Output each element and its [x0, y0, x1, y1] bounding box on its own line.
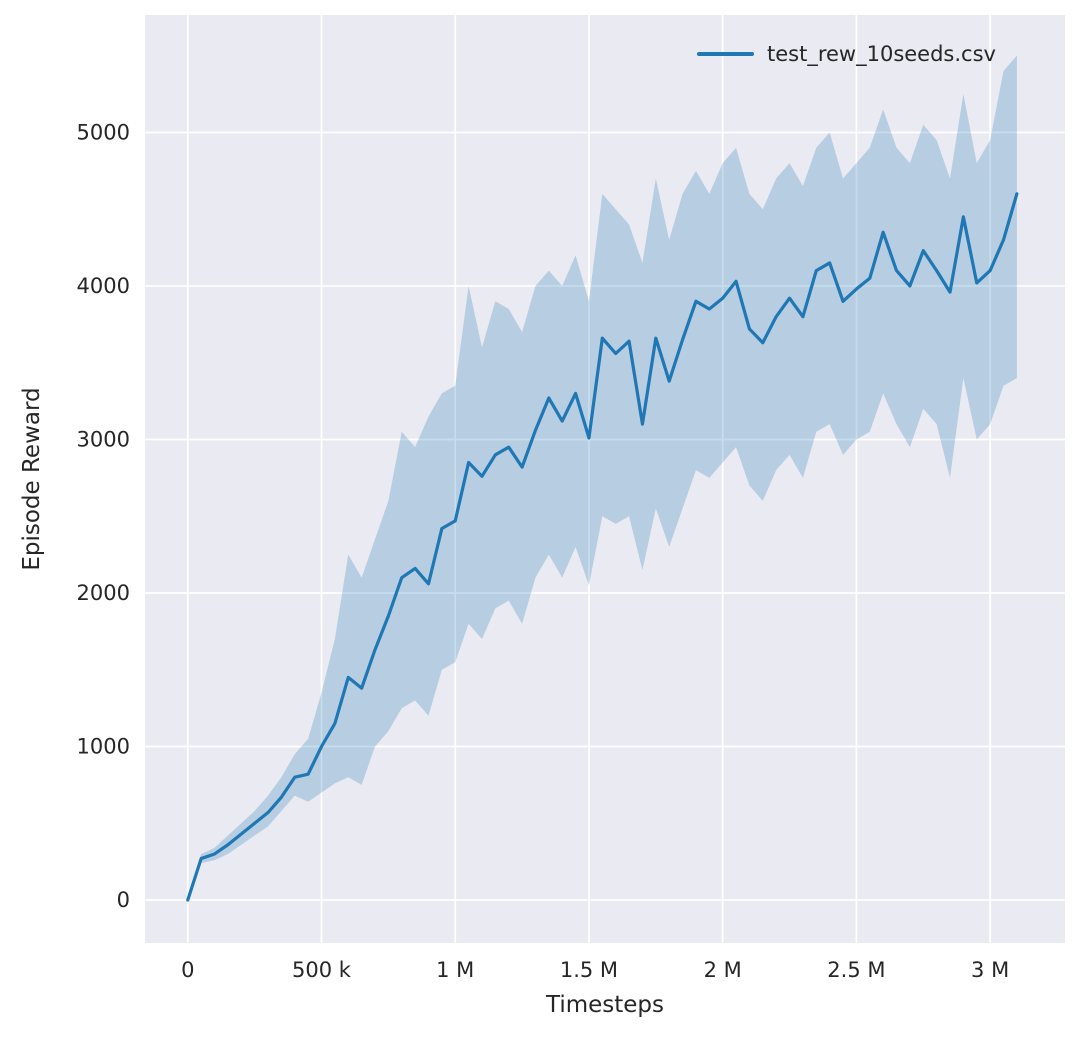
y-tick-label: 2000 [77, 581, 130, 605]
y-tick-label: 0 [117, 888, 130, 912]
legend-label: test_rew_10seeds.csv [767, 42, 996, 66]
x-tick-label: 500 k [292, 958, 352, 982]
plot-area [145, 15, 1065, 943]
y-axis-label: Episode Reward [19, 387, 45, 571]
y-tick-label: 5000 [77, 120, 130, 144]
confidence-band [187, 55, 1017, 901]
x-tick-label: 2 M [704, 958, 742, 982]
y-tick-label: 4000 [77, 274, 130, 298]
x-axis-label: Timesteps [545, 992, 665, 1018]
x-tick-label: 1.5 M [560, 958, 618, 982]
y-tick-label: 3000 [77, 427, 130, 451]
legend: test_rew_10seeds.csv [697, 42, 996, 66]
legend-line-swatch [697, 52, 754, 56]
x-tick-label: 3 M [971, 958, 1009, 982]
x-tick-label: 0 [181, 958, 194, 982]
x-tick-label: 2.5 M [827, 958, 885, 982]
y-tick-label: 1000 [77, 735, 130, 759]
mean-line [186, 192, 1019, 902]
x-tick-label: 1 M [436, 958, 474, 982]
